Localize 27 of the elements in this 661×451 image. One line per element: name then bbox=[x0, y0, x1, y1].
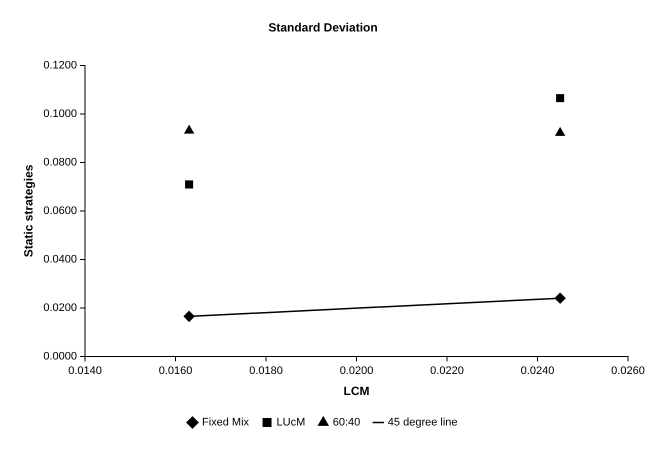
x-tick-label: 0.0160 bbox=[158, 365, 192, 378]
y-tick-label: 0.0200 bbox=[43, 302, 78, 314]
point bbox=[185, 180, 194, 189]
x-tick-label: 0.0260 bbox=[611, 365, 645, 378]
point bbox=[554, 292, 566, 304]
chart-title: Standard Deviation bbox=[268, 20, 378, 35]
y-tick-label: 0.0600 bbox=[43, 204, 78, 217]
legend-label: 60:40 bbox=[332, 416, 360, 429]
y-axis-title: Static strategies bbox=[22, 164, 36, 258]
point bbox=[184, 310, 195, 322]
point bbox=[555, 127, 565, 136]
legend-label: Fixed Mix bbox=[202, 416, 250, 429]
legend-label: LUcM bbox=[276, 416, 306, 429]
x-tick-label: 0.0220 bbox=[430, 365, 464, 378]
x-tick-label: 0.0240 bbox=[520, 365, 554, 378]
y-tick-label: 0.0000 bbox=[43, 350, 78, 362]
y-tick-label: 0.1200 bbox=[43, 59, 78, 72]
x-tick-label: 0.0200 bbox=[340, 365, 374, 378]
x-axis-title: LCM bbox=[344, 384, 370, 398]
point bbox=[184, 125, 194, 134]
point bbox=[556, 94, 564, 102]
legend-label: 45 degree line bbox=[388, 416, 458, 429]
x-tick-label: 0.0140 bbox=[68, 365, 102, 378]
y-tick-label: 0.1000 bbox=[43, 108, 78, 120]
y-tick-label: 0.0800 bbox=[43, 156, 78, 168]
y-tick-label: 0.0400 bbox=[43, 253, 78, 266]
x-tick-label: 0.0180 bbox=[249, 365, 283, 378]
